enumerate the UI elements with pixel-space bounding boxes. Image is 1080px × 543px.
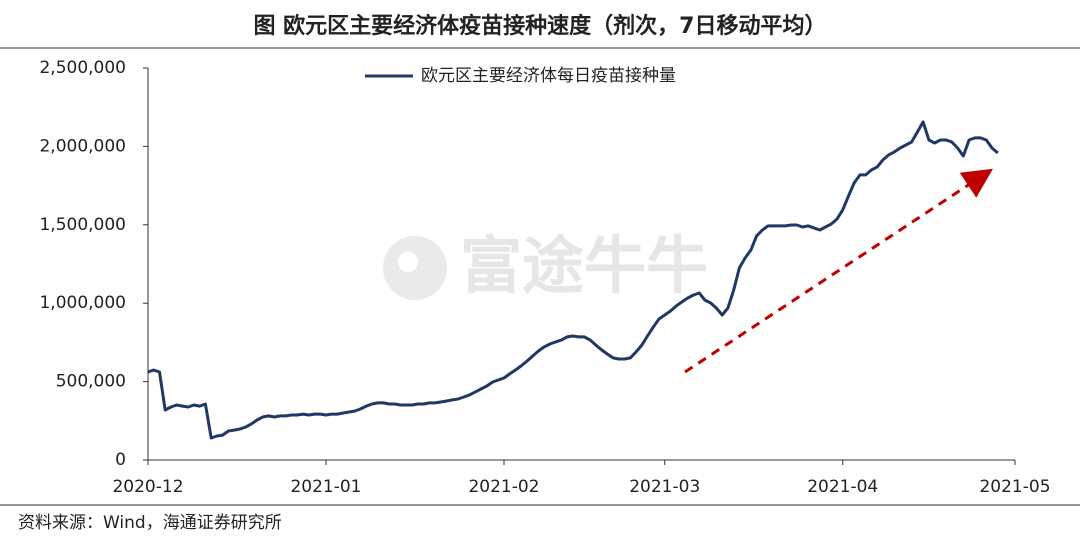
- y-tick-label: 0: [115, 450, 126, 470]
- x-tick-label: 2021-02: [468, 477, 539, 497]
- y-tick-label: 2,500,000: [39, 58, 126, 78]
- x-tick-label: 2021-03: [629, 477, 700, 497]
- x-tick-label: 2020-12: [112, 477, 183, 497]
- x-tick-label: 2021-04: [807, 477, 878, 497]
- trend-arrow: [684, 168, 994, 374]
- y-tick-label: 500,000: [56, 372, 126, 392]
- y-tick-label: 1,500,000: [39, 215, 126, 235]
- source-note: 资料来源：Wind，海通证券研究所: [18, 513, 282, 533]
- x-tick-label: 2021-05: [979, 477, 1050, 497]
- watermark-logo: [383, 236, 447, 300]
- chart-title: 图 欧元区主要经济体疫苗接种速度（剂次，7日移动平均）: [254, 13, 827, 39]
- watermark: 富途牛牛: [460, 229, 708, 302]
- x-tick-label: 2021-01: [290, 477, 361, 497]
- legend-label: 欧元区主要经济体每日疫苗接种量: [421, 66, 676, 86]
- y-tick-label: 2,000,000: [39, 136, 126, 156]
- y-tick-label: 1,000,000: [39, 293, 126, 313]
- series-line: [147, 120, 999, 440]
